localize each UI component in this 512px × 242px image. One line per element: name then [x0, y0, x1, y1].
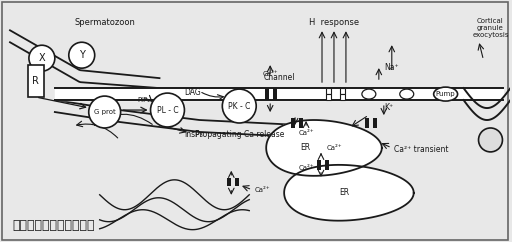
- Text: Y: Y: [79, 50, 84, 60]
- Bar: [299, 118, 303, 128]
- Text: X: X: [38, 53, 45, 63]
- Text: Ca²⁺: Ca²⁺: [298, 165, 314, 171]
- Bar: [340, 94, 345, 100]
- Text: Na⁺: Na⁺: [385, 63, 399, 72]
- Polygon shape: [266, 120, 382, 176]
- Text: Pump: Pump: [436, 91, 456, 97]
- Bar: [373, 118, 377, 128]
- Bar: [291, 118, 295, 128]
- Text: Ca²⁺: Ca²⁺: [326, 145, 342, 151]
- Bar: [273, 88, 277, 100]
- Text: PIP₂: PIP₂: [138, 97, 151, 103]
- Ellipse shape: [400, 89, 414, 99]
- Text: Ca²⁺ transient: Ca²⁺ transient: [394, 145, 449, 154]
- Text: DAG: DAG: [184, 88, 201, 97]
- Text: G prot: G prot: [94, 109, 116, 115]
- Bar: [340, 88, 345, 94]
- Text: ER: ER: [339, 188, 349, 197]
- Bar: [236, 178, 239, 186]
- Text: R: R: [32, 76, 39, 86]
- Polygon shape: [284, 165, 414, 221]
- Text: PL - C: PL - C: [157, 106, 178, 114]
- Text: Spermatozoon: Spermatozoon: [75, 18, 136, 27]
- Bar: [317, 160, 321, 170]
- Bar: [265, 88, 269, 100]
- Circle shape: [151, 93, 184, 127]
- Text: ER: ER: [300, 144, 310, 152]
- Bar: [28, 65, 44, 97]
- Text: 複雑なメカニズムの一部: 複雑なメカニズムの一部: [12, 219, 94, 232]
- Bar: [326, 88, 331, 94]
- Circle shape: [479, 128, 502, 152]
- Text: Ca²⁺: Ca²⁺: [262, 71, 278, 77]
- Text: K⁺: K⁺: [384, 103, 393, 112]
- Circle shape: [29, 45, 55, 71]
- Circle shape: [69, 42, 95, 68]
- Text: Propagating Ca release: Propagating Ca release: [195, 130, 284, 139]
- Text: PK - C: PK - C: [228, 102, 250, 111]
- Ellipse shape: [434, 87, 458, 101]
- Text: H  response: H response: [309, 18, 359, 27]
- Bar: [326, 94, 331, 100]
- Circle shape: [89, 96, 121, 128]
- Bar: [365, 118, 369, 128]
- Text: Channel: Channel: [263, 73, 295, 82]
- Text: InsP₃: InsP₃: [184, 130, 203, 139]
- Bar: [325, 160, 329, 170]
- Bar: [227, 178, 231, 186]
- Text: Cortical
granule
exocytosis: Cortical granule exocytosis: [472, 18, 509, 38]
- Ellipse shape: [362, 89, 376, 99]
- Text: Ca²⁺: Ca²⁺: [254, 187, 270, 193]
- Text: Ca²⁺: Ca²⁺: [298, 130, 314, 136]
- Circle shape: [222, 89, 256, 123]
